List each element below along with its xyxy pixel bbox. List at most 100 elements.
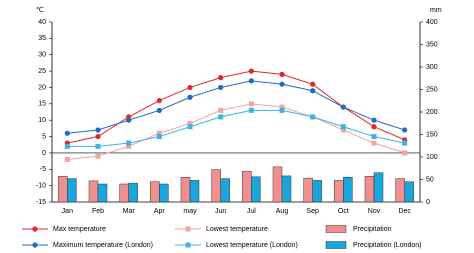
y-tick-label: 0 [42, 150, 46, 157]
y2-tick-label: 250 [426, 86, 438, 93]
y2-tick-label: 50 [426, 176, 434, 183]
marker [248, 68, 254, 74]
marker [126, 143, 132, 149]
y2-tick-label: 300 [426, 64, 438, 71]
y-tick-label: -5 [40, 166, 46, 173]
legend-marker [32, 226, 38, 232]
marker [187, 120, 193, 126]
bar [281, 175, 292, 203]
line [67, 80, 405, 134]
bar [272, 166, 283, 203]
line [67, 70, 405, 144]
marker [156, 107, 162, 113]
bar [211, 169, 221, 203]
legend-marker [185, 242, 191, 248]
marker [371, 117, 377, 123]
legend-label: Max temperature [53, 226, 106, 233]
y2-tick-label: 150 [426, 131, 438, 138]
bar [159, 183, 169, 203]
marker [248, 101, 254, 107]
marker [126, 140, 132, 146]
x-tick-label: Feb [92, 208, 104, 215]
bar [128, 182, 138, 203]
legend-label: Lowest temperature [206, 226, 268, 233]
y-tick-label: 40 [38, 19, 46, 26]
y-tick-label: 35 [38, 35, 46, 42]
y2-tick-label: 350 [426, 41, 438, 48]
marker [64, 130, 70, 136]
marker [248, 107, 254, 113]
marker [95, 143, 101, 149]
bar [373, 172, 384, 203]
legend-marker [185, 226, 191, 232]
marker [340, 127, 346, 133]
bar [364, 176, 375, 203]
bar [220, 178, 230, 203]
legend-label: Precipitation [353, 226, 392, 233]
marker [95, 127, 101, 133]
bar [97, 183, 108, 203]
marker [187, 94, 193, 100]
marker [95, 153, 101, 159]
bar [312, 180, 322, 203]
y-tick-label: -15 [36, 199, 46, 206]
bar [242, 171, 252, 203]
bar [251, 176, 261, 203]
x-tick-label: may [183, 208, 197, 215]
marker [64, 156, 70, 162]
x-tick-label: Mar [123, 208, 136, 215]
x-tick-label: Apr [154, 208, 166, 215]
bar [395, 178, 405, 203]
marker [64, 143, 70, 149]
legend-swatch [325, 225, 347, 233]
y-tick-label: 25 [38, 68, 46, 75]
y2-tick-label: 100 [426, 154, 438, 161]
y-tick-label: 10 [38, 117, 46, 124]
marker [279, 104, 285, 110]
legend-marker [32, 242, 38, 248]
bar [67, 178, 77, 203]
marker [310, 81, 316, 87]
marker [95, 133, 101, 140]
x-tick-label: Jan [62, 208, 73, 215]
marker [279, 107, 285, 113]
y-tick-label: 5 [42, 133, 46, 140]
marker [402, 150, 408, 156]
marker [156, 130, 162, 136]
marker [248, 78, 254, 84]
bar [88, 180, 99, 203]
y-tick-label: -10 [36, 182, 46, 189]
marker [310, 88, 316, 94]
line [67, 103, 405, 160]
marker [218, 107, 224, 113]
y2-axis-unit: mm [430, 7, 442, 14]
marker [340, 124, 346, 130]
y2-tick-label: 400 [426, 19, 438, 26]
y-tick-label: 20 [38, 84, 46, 91]
marker [371, 134, 377, 140]
y-tick-label: 30 [38, 52, 46, 59]
bar [180, 177, 191, 203]
bar [343, 177, 353, 203]
marker [310, 114, 316, 120]
marker [279, 81, 285, 87]
y-tick-label: 15 [38, 101, 46, 108]
y2-tick-label: 200 [426, 109, 438, 116]
x-tick-label: Dec [398, 208, 411, 215]
marker [126, 117, 132, 123]
x-tick-label: Jun [215, 208, 226, 215]
x-tick-label: Jul [247, 208, 256, 215]
x-tick-label: Nov [368, 208, 381, 215]
bar [119, 183, 129, 203]
marker [371, 124, 377, 130]
bar [189, 180, 200, 203]
line [67, 109, 405, 147]
marker [279, 71, 285, 77]
bar [150, 181, 160, 203]
marker [218, 75, 224, 81]
marker [371, 140, 377, 146]
marker [402, 127, 408, 133]
marker [156, 134, 162, 140]
legend-label: Lowest temperature (London) [206, 242, 298, 249]
